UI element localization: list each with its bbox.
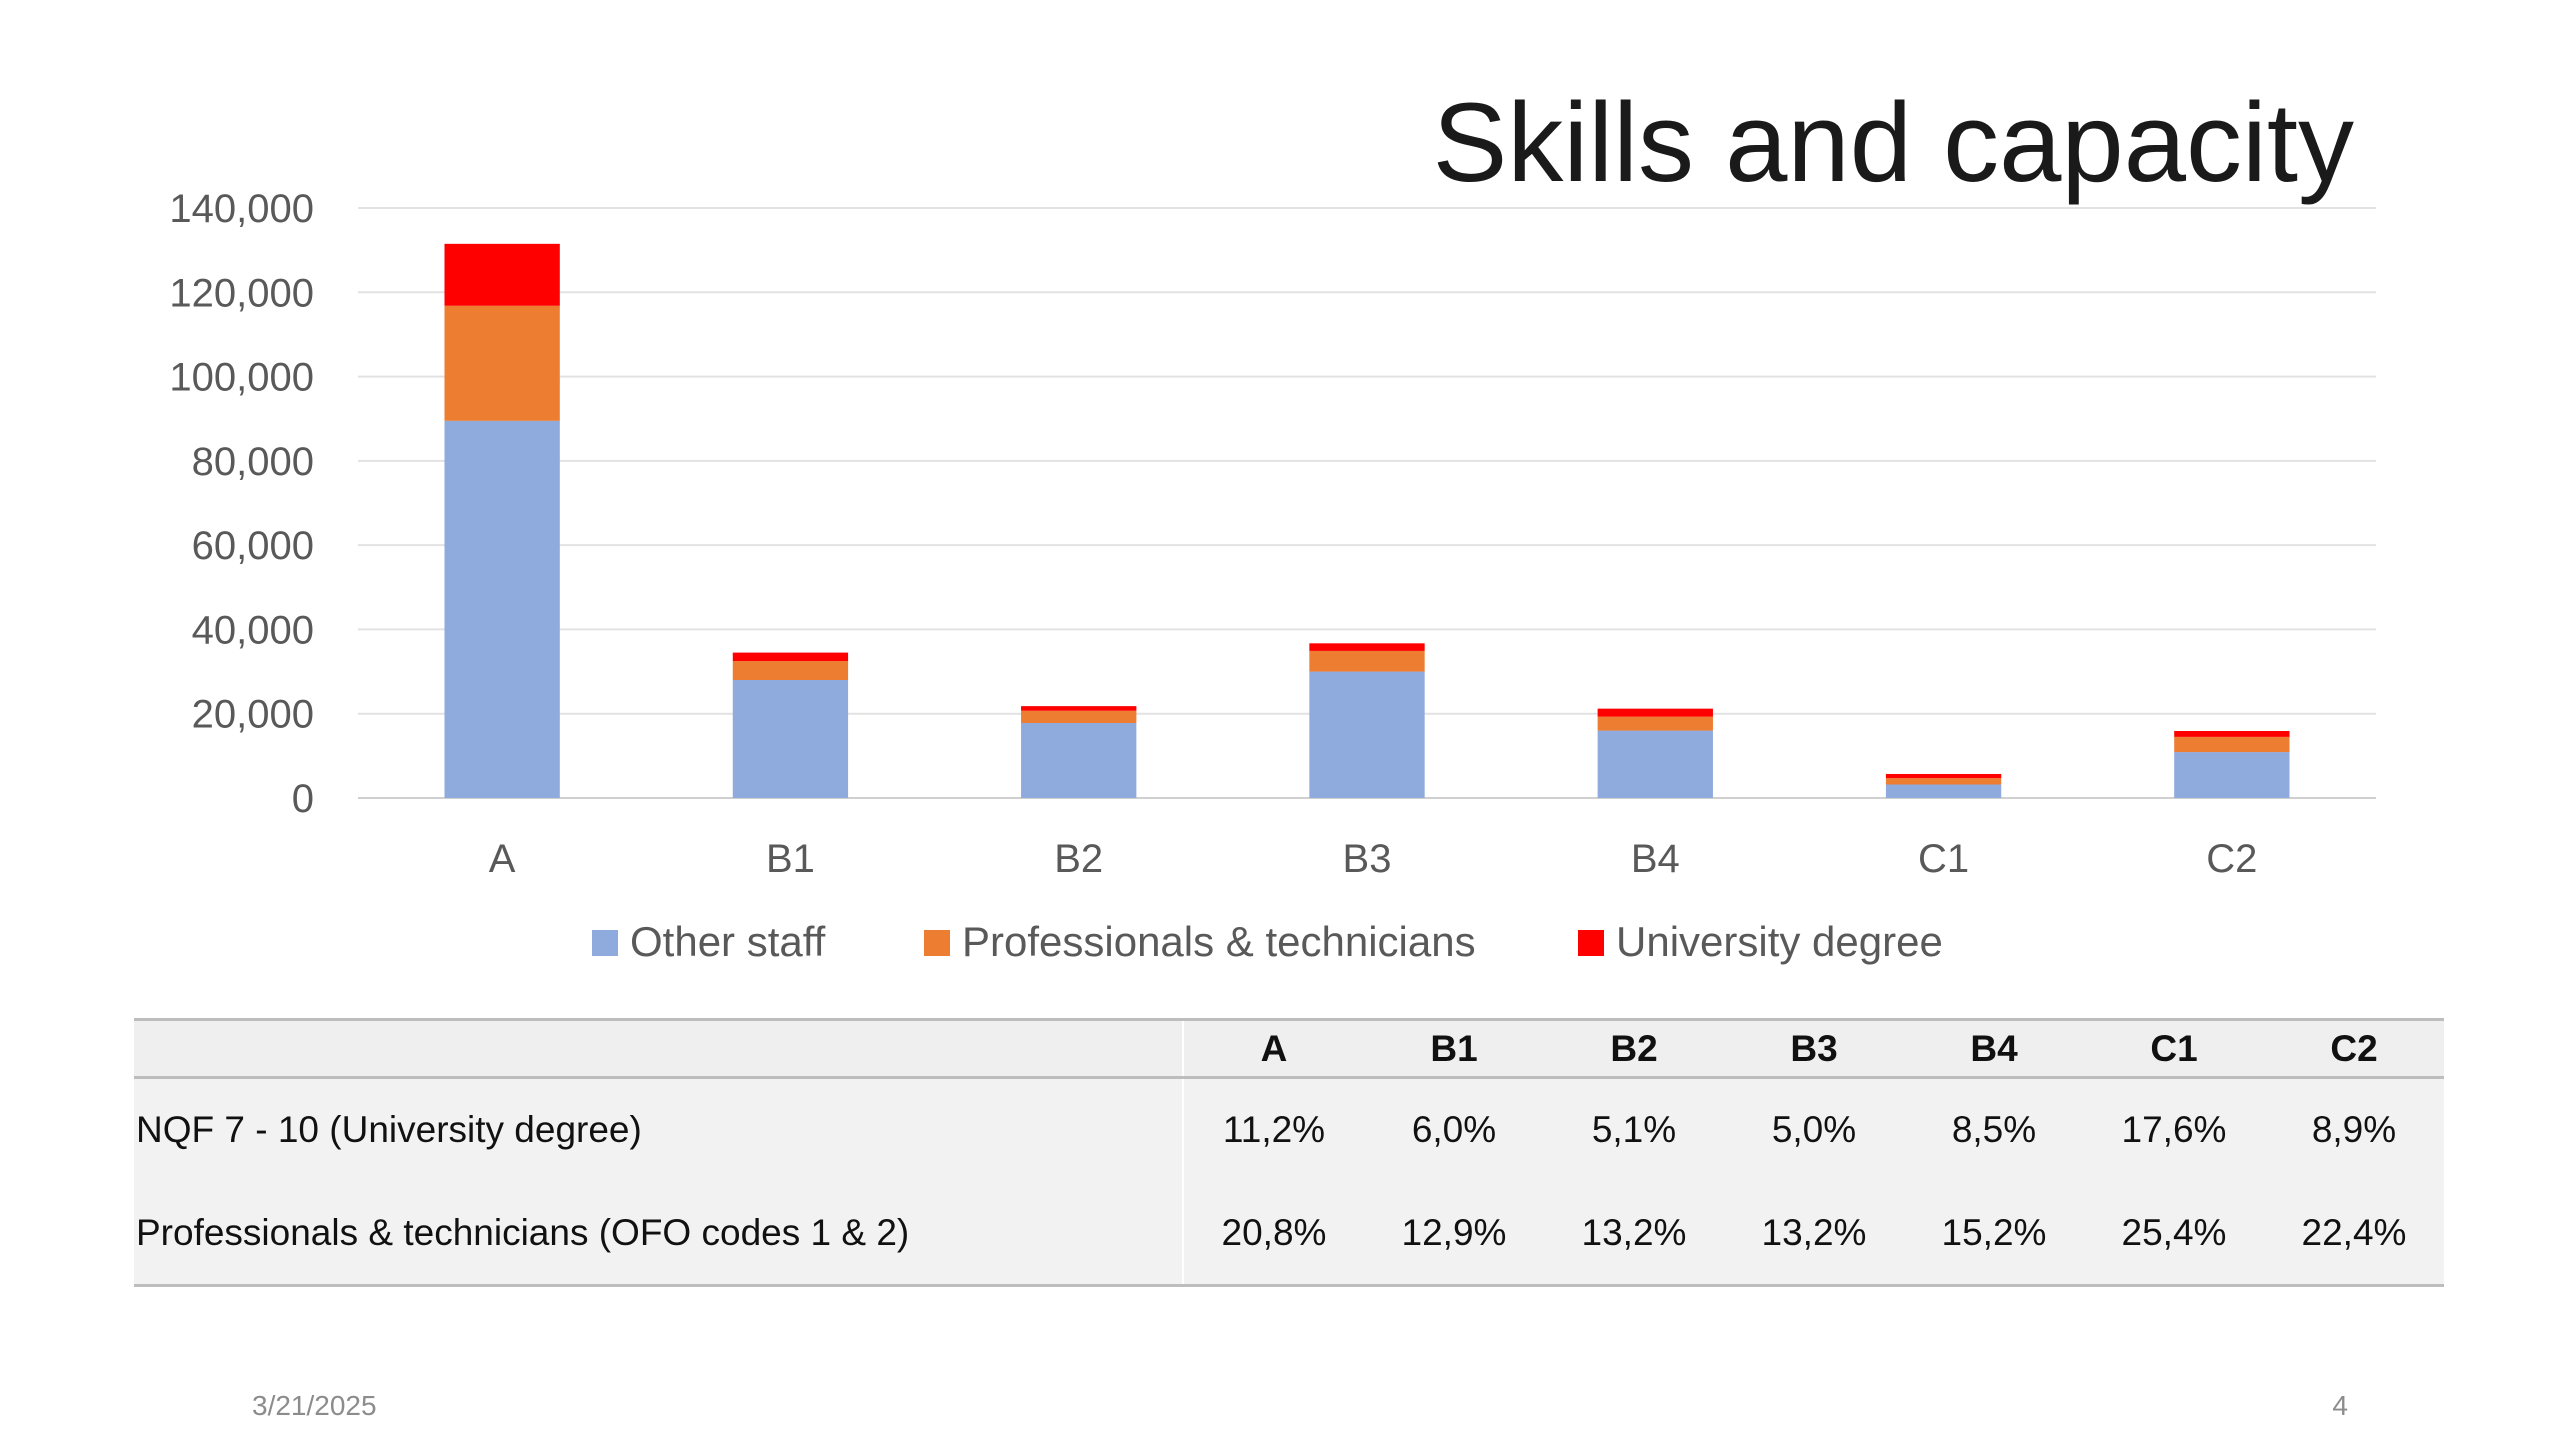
bar-segment bbox=[1597, 708, 1713, 717]
x-tick-label: A bbox=[489, 837, 516, 881]
table-cell: 6,0% bbox=[1411, 1109, 1497, 1151]
legend: Other staff Professionals & technicians Un… bbox=[592, 918, 1943, 965]
bar-segment bbox=[1597, 716, 1713, 731]
table-row: NQF 7 - 10 (University degree) 11,2% 6,0… bbox=[134, 1077, 2444, 1182]
bar-segment bbox=[732, 661, 849, 680]
bar-segment bbox=[1309, 650, 1425, 672]
table-cell: 15,2% bbox=[1941, 1211, 2047, 1253]
bar-segment bbox=[1309, 643, 1425, 651]
y-tick-label: 20,000 bbox=[192, 693, 314, 737]
percentages-table: A B1 B2 B3 B4 C1 C2 NQF 7 - 10 (Universi… bbox=[134, 1018, 2444, 1287]
x-tick-label: B3 bbox=[1343, 837, 1392, 881]
x-tick-label: C1 bbox=[1918, 837, 1969, 881]
x-axis-ticks: A B1 B2 B3 B4 C1 C2 bbox=[489, 837, 2258, 881]
slide-title: Skills and capacity bbox=[1432, 80, 2354, 205]
table-cell: 8,5% bbox=[1951, 1109, 2037, 1151]
bar-segment bbox=[2174, 736, 2290, 753]
bar-segment bbox=[2174, 730, 2290, 737]
table-header-cell: C1 bbox=[2150, 1027, 2198, 1069]
bar-segment bbox=[1597, 730, 1713, 798]
table-cell: 5,1% bbox=[1591, 1109, 1677, 1151]
legend-swatch bbox=[1578, 930, 1604, 956]
table-cell: 13,2% bbox=[1761, 1211, 1867, 1253]
table-cell: 22,4% bbox=[2301, 1211, 2407, 1253]
table-cell: 13,2% bbox=[1581, 1211, 1687, 1253]
table-header-cell: A bbox=[1182, 1019, 1364, 1078]
x-tick-label: C2 bbox=[2206, 837, 2257, 881]
bar-segment bbox=[732, 680, 849, 798]
table-header-row: A B1 B2 B3 B4 C1 C2 bbox=[134, 1019, 2444, 1078]
bar-segment bbox=[1021, 722, 1137, 798]
x-tick-label: B2 bbox=[1054, 837, 1103, 881]
table-cell: 20,8% bbox=[1182, 1181, 1364, 1286]
x-tick-label: B4 bbox=[1631, 837, 1680, 881]
y-tick-label: 80,000 bbox=[192, 440, 314, 484]
y-tick-label: 140,000 bbox=[169, 187, 314, 231]
table-cell: 17,6% bbox=[2121, 1109, 2227, 1151]
bars bbox=[444, 243, 2290, 798]
slide-page-number: 4 bbox=[2332, 1390, 2348, 1421]
bar-segment bbox=[444, 305, 560, 421]
bar-segment bbox=[1885, 773, 2002, 779]
table-header-cell: B4 bbox=[1970, 1027, 2018, 1069]
table-row: Professionals & technicians (OFO codes 1… bbox=[134, 1181, 2444, 1286]
table-cell: 25,4% bbox=[2121, 1211, 2227, 1253]
bar-segment bbox=[1885, 778, 2002, 785]
table-row-label: NQF 7 - 10 (University degree) bbox=[136, 1109, 642, 1151]
bar-segment bbox=[444, 243, 560, 306]
legend-swatch bbox=[592, 930, 618, 956]
table-row-label: Professionals & technicians (OFO codes 1… bbox=[136, 1211, 910, 1253]
table-cell: 8,9% bbox=[2311, 1109, 2397, 1151]
legend-swatch bbox=[924, 930, 950, 956]
table-header-cell: B2 bbox=[1610, 1027, 1658, 1069]
y-tick-label: 0 bbox=[292, 777, 314, 821]
bar-segment bbox=[1021, 706, 1137, 711]
table-cell: 5,0% bbox=[1771, 1109, 1857, 1151]
legend-label: University degree bbox=[1616, 918, 1943, 965]
y-tick-label: 40,000 bbox=[192, 608, 314, 652]
y-tick-label: 60,000 bbox=[192, 524, 314, 568]
bar-segment bbox=[732, 652, 849, 662]
table-header-cell: C2 bbox=[2330, 1027, 2378, 1069]
bar-segment bbox=[1021, 710, 1137, 723]
table-cell: 12,9% bbox=[1401, 1211, 1507, 1253]
y-tick-label: 120,000 bbox=[169, 271, 314, 315]
slide-date: 3/21/2025 bbox=[252, 1390, 377, 1421]
bar-segment bbox=[1309, 671, 1425, 798]
table-header-cell: B3 bbox=[1790, 1027, 1838, 1069]
y-axis-ticks: 0 20,000 40,000 60,000 80,000 100,000 120,000 1… bbox=[169, 187, 314, 821]
bar-segment bbox=[444, 420, 560, 798]
bar-segment bbox=[1885, 784, 2002, 798]
x-tick-label: B1 bbox=[766, 837, 815, 881]
table-header-empty bbox=[134, 1020, 1183, 1078]
y-tick-label: 100,000 bbox=[169, 356, 314, 400]
legend-label: Other staff bbox=[630, 918, 826, 965]
stacked-bar-chart: 0 20,000 40,000 60,000 80,000 100,000 120,000 1… bbox=[169, 187, 2376, 965]
table-cell: 11,2% bbox=[1182, 1077, 1364, 1182]
legend-label: Professionals & technicians bbox=[962, 918, 1476, 965]
bar-segment bbox=[2174, 752, 2290, 798]
table-header-cell: B1 bbox=[1430, 1027, 1478, 1069]
